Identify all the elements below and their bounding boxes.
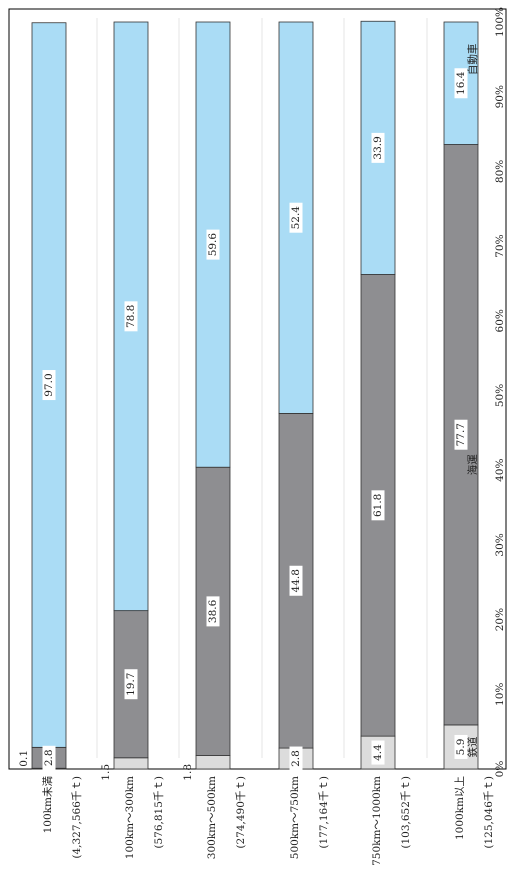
value-axis-tick-label: 90% xyxy=(494,85,506,108)
value-axis-tick-label: 0% xyxy=(494,761,506,778)
data-label-auto: 16.4 xyxy=(455,71,467,95)
value-axis-tick-label: 40% xyxy=(494,459,506,482)
category-total-label: (177,164千ｔ) xyxy=(318,776,330,849)
data-label-rail: 1.5 xyxy=(100,764,112,781)
plot-frame xyxy=(8,8,507,770)
data-label-auto: 59.6 xyxy=(207,233,219,257)
data-label-rail: 1.8 xyxy=(182,764,194,781)
data-label-rail: 0.1 xyxy=(18,750,30,767)
series-label-auto: 自動車 xyxy=(466,44,479,76)
data-label-rail-bg xyxy=(371,740,385,765)
data-label-auto-bg xyxy=(206,229,220,260)
category-total-label: (4,327,566千ｔ) xyxy=(71,776,83,859)
category-label: 1000km以上 xyxy=(454,776,466,840)
data-label-auto-bg xyxy=(454,68,468,99)
value-axis-tick-label: 70% xyxy=(494,234,506,257)
data-label-sea-bg xyxy=(454,419,468,450)
data-label-sea-bg xyxy=(289,565,303,596)
data-label-sea: 61.8 xyxy=(372,494,384,517)
series-label-rail: 鉄道 xyxy=(466,736,479,757)
data-label-sea: 19.7 xyxy=(125,673,137,696)
bar-segment-鉄道 xyxy=(113,757,149,770)
data-label-rail-bg xyxy=(454,734,468,759)
value-axis-tick-label: 10% xyxy=(494,683,506,706)
value-axis-tick-label: 50% xyxy=(494,384,506,407)
data-label-auto-bg xyxy=(289,202,303,233)
data-label-auto-bg xyxy=(124,301,138,332)
data-label-rail: 4.4 xyxy=(372,744,384,761)
category-label: 100km～300km xyxy=(124,776,136,859)
data-label-sea: 2.8 xyxy=(43,749,55,766)
value-axis-tick-label: 30% xyxy=(494,533,506,556)
category-label: 300km～500km xyxy=(206,776,218,859)
category-total-label: (576,815千ｔ) xyxy=(153,776,165,849)
series-label-sea: 海運 xyxy=(466,454,479,475)
value-axis-tick-label: 20% xyxy=(494,608,506,631)
data-label-sea-bg xyxy=(206,596,220,627)
bar-segment-鉄道 xyxy=(195,755,231,770)
category-label: 750km～1000km xyxy=(371,776,383,866)
category-total-label: (274,490千ｔ) xyxy=(235,776,247,849)
data-label-auto-bg xyxy=(42,370,56,401)
category-label: 100km未満 xyxy=(42,776,54,834)
data-label-rail: 2.8 xyxy=(290,750,302,767)
data-label-sea: 38.6 xyxy=(207,599,219,623)
category-total-label: (103,652千ｔ) xyxy=(400,776,412,849)
data-label-rail: 5.9 xyxy=(455,739,467,756)
bars-layer xyxy=(31,18,479,770)
value-axis-tick-label: 60% xyxy=(494,309,506,332)
data-label-sea-bg xyxy=(371,490,385,521)
data-label-sea-bg xyxy=(42,745,56,770)
category-label: 500km～750km xyxy=(289,776,301,859)
value-axis-tick-label: 80% xyxy=(494,160,506,183)
data-label-sea: 77.7 xyxy=(455,423,467,446)
data-label-sea-bg xyxy=(124,669,138,700)
value-axis-tick-label: 100% xyxy=(494,7,506,37)
category-total-label: (125,046千ｔ) xyxy=(483,776,495,849)
data-label-auto: 52.4 xyxy=(290,206,302,230)
data-label-auto: 78.8 xyxy=(125,305,137,328)
data-label-auto-bg xyxy=(371,132,385,163)
bar-segment-海運 xyxy=(360,274,396,737)
labels-layer: 0.1 2.8 97.0 1.5 19.7 78.8 1.8 38.6 59.6 2.8 44.8 5… xyxy=(18,7,506,866)
data-label-auto: 97.0 xyxy=(43,373,55,396)
data-label-rail-bg xyxy=(289,746,303,771)
data-label-sea: 44.8 xyxy=(290,569,302,592)
data-label-auto: 33.9 xyxy=(372,136,384,159)
